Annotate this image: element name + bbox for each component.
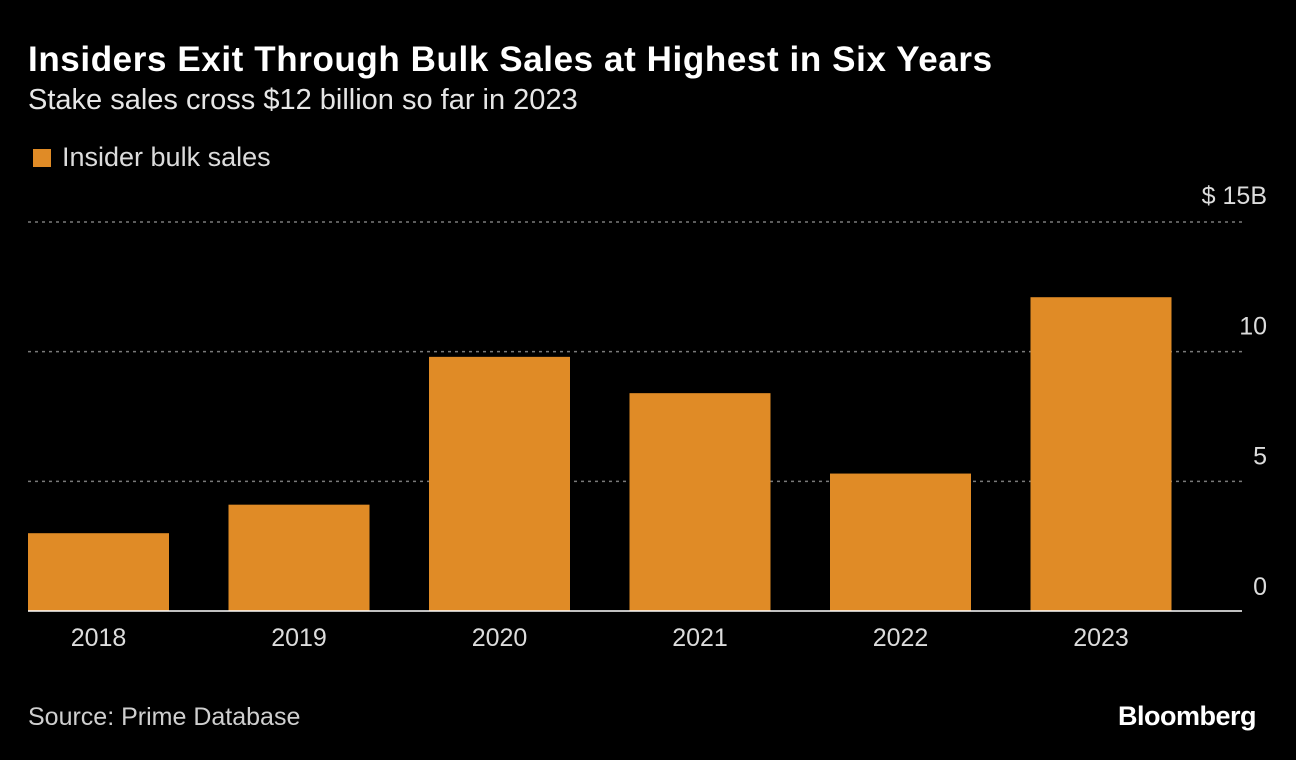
bar-2021: [629, 393, 771, 611]
y-tick-label-10: 10: [1239, 313, 1267, 341]
bloomberg-logo: Bloomberg: [1117, 701, 1257, 731]
x-tick-label-2021: 2021: [672, 624, 728, 652]
legend-swatch: [33, 148, 51, 167]
source-note: Source: Prime Database: [28, 703, 301, 731]
bar-2020: [429, 356, 570, 611]
chart-title: Insiders Exit Through Bulk Sales at High…: [28, 40, 993, 79]
y-tick-label-15: $ 15B: [1202, 182, 1267, 210]
x-tick-label-2020: 2020: [472, 624, 528, 652]
bar-2019: [228, 504, 370, 611]
bar-2018: [28, 533, 169, 611]
x-tick-label-2022: 2022: [873, 624, 929, 652]
bars: [28, 297, 1172, 611]
y-tick-label-0: 0: [1253, 573, 1267, 601]
bar-2023: [1030, 297, 1172, 611]
x-tick-label-2023: 2023: [1073, 624, 1129, 652]
y-tick-labels: 0 5 10 $ 15B: [1202, 182, 1267, 601]
legend-label: Insider bulk sales: [62, 142, 271, 172]
x-tick-labels: 2018 2019 2020 2021 2022 2023: [71, 624, 1129, 652]
bar-2022: [830, 473, 971, 611]
x-tick-label-2018: 2018: [71, 624, 127, 652]
legend: Insider bulk sales: [33, 142, 271, 173]
y-tick-label-5: 5: [1253, 442, 1267, 470]
x-tick-label-2019: 2019: [271, 624, 327, 652]
chart-subtitle: Stake sales cross $12 billion so far in …: [28, 84, 578, 116]
